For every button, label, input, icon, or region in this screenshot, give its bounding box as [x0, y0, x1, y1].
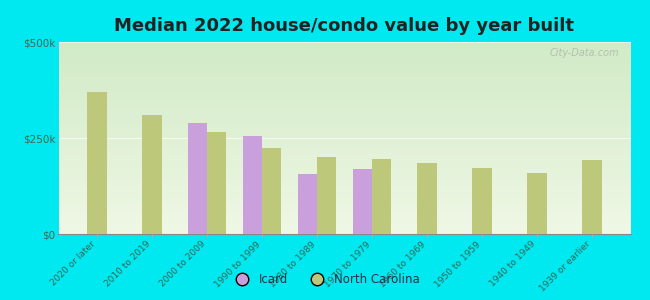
Bar [298, 175, 317, 234]
Bar [473, 168, 491, 234]
Bar [87, 92, 107, 234]
Bar [188, 123, 207, 234]
Bar [317, 157, 336, 234]
Bar [353, 169, 372, 234]
Bar [242, 136, 262, 234]
Bar [207, 132, 226, 234]
Legend: Icard, North Carolina: Icard, North Carolina [226, 269, 424, 291]
Text: City-Data.com: City-Data.com [549, 48, 619, 58]
Bar [262, 148, 281, 234]
Bar [417, 163, 437, 234]
Bar [142, 115, 162, 234]
Title: Median 2022 house/condo value by year built: Median 2022 house/condo value by year bu… [114, 17, 575, 35]
Bar [527, 173, 547, 234]
Bar [372, 159, 391, 234]
Bar [582, 160, 602, 234]
